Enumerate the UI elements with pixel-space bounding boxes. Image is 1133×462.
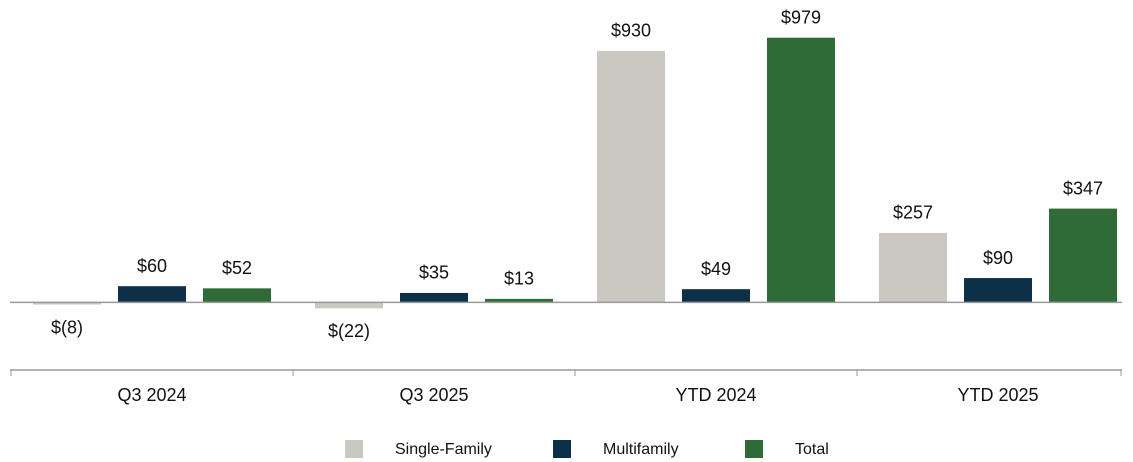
value-label: $49	[701, 259, 731, 279]
bar	[118, 286, 186, 303]
x-tick-label: YTD 2025	[957, 385, 1038, 405]
bar	[597, 50, 665, 303]
value-label: $(8)	[51, 317, 83, 337]
bar	[1049, 208, 1117, 303]
bar	[485, 298, 553, 303]
x-tick-label: Q3 2024	[117, 385, 186, 405]
bar	[400, 292, 468, 303]
legend-label: Multifamily	[603, 441, 679, 458]
value-label: $347	[1063, 178, 1103, 198]
legend-label: Single-Family	[395, 441, 492, 458]
value-label: $13	[504, 269, 534, 289]
legend-swatch	[745, 440, 763, 458]
bar	[203, 288, 271, 303]
value-label: $257	[893, 203, 933, 223]
bar	[682, 289, 750, 303]
value-label: $52	[222, 258, 252, 278]
x-tick-label: Q3 2025	[399, 385, 468, 405]
x-tick-label: YTD 2024	[675, 385, 756, 405]
legend-swatch	[553, 440, 571, 458]
value-label: $60	[137, 256, 167, 276]
bar	[767, 37, 835, 303]
legend-label: Total	[795, 441, 829, 458]
bar	[315, 302, 383, 309]
bar	[33, 302, 101, 305]
value-label: $979	[781, 7, 821, 27]
bar	[879, 232, 947, 303]
bar	[964, 278, 1032, 303]
legend-swatch	[345, 440, 363, 458]
value-label: $930	[611, 21, 651, 41]
value-label: $(22)	[328, 321, 370, 341]
value-label: $35	[419, 263, 449, 283]
value-label: $90	[983, 248, 1013, 268]
